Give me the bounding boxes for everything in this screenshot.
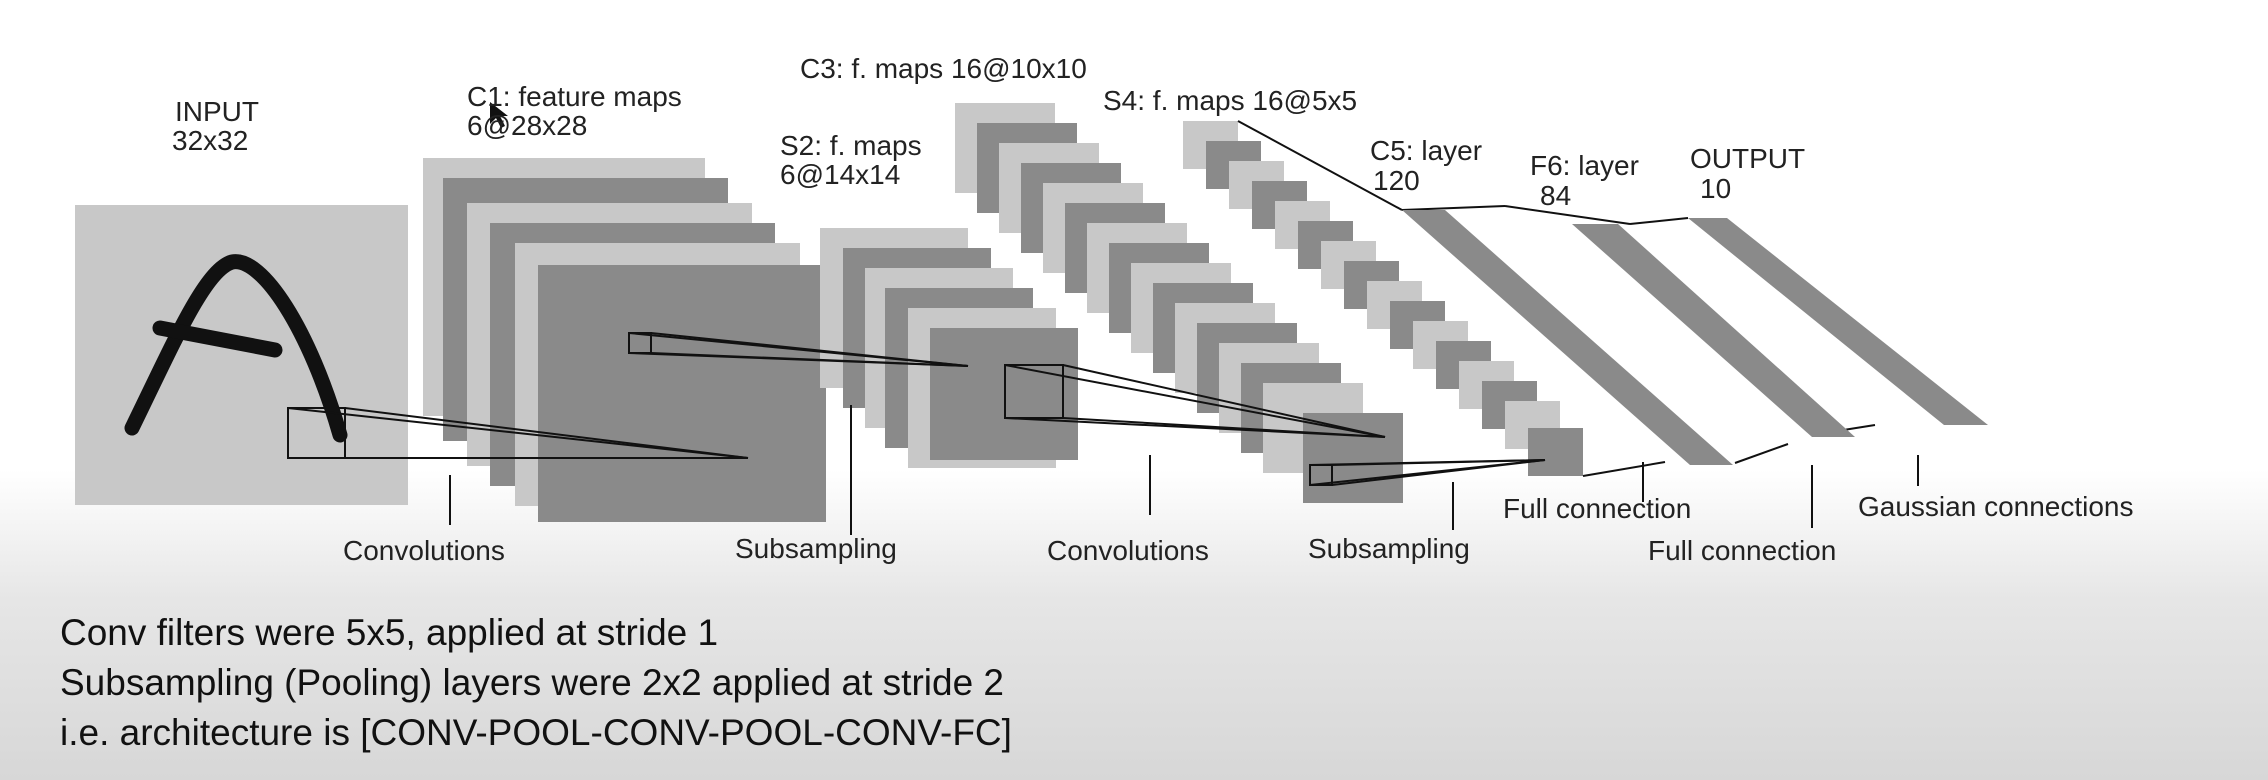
fully-connected-layers <box>1402 210 1988 465</box>
mouse-cursor-icon <box>490 102 508 128</box>
s2-size: 6@14x14 <box>780 159 900 190</box>
c1-size: 6@28x28 <box>467 110 587 141</box>
projection-lines <box>287 120 1876 486</box>
f6-band <box>1572 224 1855 437</box>
f6-size: 84 <box>1540 180 1571 211</box>
input-map <box>75 205 408 505</box>
output-label: OUTPUT <box>1690 143 1805 174</box>
s2-label: S2: f. maps <box>780 130 922 161</box>
s4-map <box>1528 428 1583 476</box>
s2-layer <box>820 228 1078 468</box>
full1-label: Full connection <box>1503 493 1691 524</box>
full2-label: Full connection <box>1648 535 1836 566</box>
sub1-label: Subsampling <box>735 533 897 564</box>
s4-label: S4: f. maps 16@5x5 <box>1103 85 1357 116</box>
note-conv-filters: Conv filters were 5x5, applied at stride… <box>60 612 719 653</box>
note-subsampling: Subsampling (Pooling) layers were 2x2 ap… <box>60 662 1005 703</box>
input-layer <box>75 205 408 505</box>
input-size: 32x32 <box>172 125 248 156</box>
c1-label: C1: feature maps <box>467 81 682 112</box>
output-size: 10 <box>1700 173 1731 204</box>
handwritten-a-glyph <box>124 254 348 443</box>
conv2-label: Convolutions <box>1047 535 1209 566</box>
s2-receptive-field <box>1004 364 1064 419</box>
c1-map <box>538 265 826 522</box>
conv1-label: Convolutions <box>343 535 505 566</box>
c3-map <box>1303 413 1403 503</box>
s4-layer <box>1183 121 1583 486</box>
f6-label: F6: layer <box>1530 150 1639 181</box>
note-architecture: i.e. architecture is [CONV-POOL-CONV-POO… <box>60 712 1012 753</box>
c5-size: 120 <box>1373 165 1420 196</box>
output-band <box>1688 218 1988 425</box>
gauss-label: Gaussian connections <box>1858 491 2134 522</box>
sub2-label: Subsampling <box>1308 533 1470 564</box>
c3-label: C3: f. maps 16@10x10 <box>800 53 1087 84</box>
operation-ticks <box>449 405 1919 535</box>
input-label: INPUT <box>175 96 259 127</box>
c5-band <box>1402 210 1733 465</box>
c1-layer <box>423 158 826 522</box>
c5-label: C5: layer <box>1370 135 1482 166</box>
lenet-diagram: INPUT 32x32 C1: feature maps 6@28x28 S2:… <box>75 53 2134 566</box>
